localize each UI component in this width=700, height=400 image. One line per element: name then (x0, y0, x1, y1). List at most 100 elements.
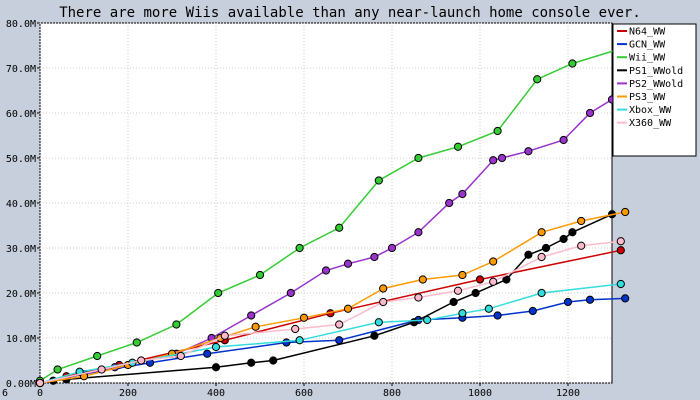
legend-entry-n64-ww: N64_WW (629, 27, 666, 38)
data-point-ps1-wwold (211, 363, 221, 372)
data-point-xbox-ww (423, 315, 432, 325)
data-point-gcn-ww (528, 306, 537, 316)
data-point-wii-ww (453, 142, 463, 151)
data-point-wii-ww (172, 320, 181, 329)
data-point-ps2-wwold (458, 189, 467, 199)
data-point-gcn-ww (335, 336, 344, 345)
x-tick-label: 0 (37, 388, 43, 399)
data-point-gcn-ww (621, 294, 630, 303)
legend-entry-xbox-ww: Xbox_WW (629, 105, 672, 116)
data-point-xbox-ww (295, 336, 304, 345)
data-point-wii-ww (295, 243, 304, 253)
data-point-ps1-wwold (247, 358, 256, 367)
data-point-ps2-wwold (247, 311, 256, 320)
data-point-ps2-wwold (286, 288, 295, 298)
data-point-x360-ww (291, 324, 300, 334)
data-point-x360-ww (616, 237, 625, 246)
data-point-ps2-wwold (489, 156, 498, 165)
legend-entry-ps3-ww: PS3_WW (629, 92, 666, 103)
data-point-ps2-wwold (343, 259, 353, 268)
series-line-ps1-wwold (39, 213, 613, 384)
data-point-ps1-wwold (559, 234, 568, 244)
data-point-ps2-wwold (414, 228, 423, 237)
x-tick-label: 200 (119, 388, 137, 399)
data-point-wii-ww (533, 75, 542, 84)
data-point-x360-ww (577, 241, 586, 250)
legend-entry-wii-ww: Wii_WW (629, 53, 666, 64)
data-point-wii-ww (132, 338, 141, 347)
x-tick-label: 600 (295, 388, 313, 399)
data-point-ps3-ww (343, 304, 353, 313)
chart-title: There are more Wiis available than any n… (59, 5, 641, 21)
data-point-wii-ww (374, 176, 383, 185)
data-point-n64-ww (475, 275, 485, 284)
series-line-x360-ww (39, 240, 621, 384)
series-x360-ww (35, 237, 625, 388)
data-point-wii-ww (214, 288, 223, 298)
data-point-gcn-ww (563, 297, 573, 307)
x-tick-label: 1000 (468, 388, 492, 399)
data-point-x360-ww (176, 351, 185, 361)
data-point-ps1-wwold (568, 228, 577, 237)
legend-entry-gcn-ww: GCN_WW (629, 40, 666, 51)
data-point-xbox-ww (458, 309, 467, 318)
data-point-x360-ww (335, 320, 344, 329)
y-tick-label: 30.0M (6, 244, 36, 255)
data-point-xbox-ww (484, 304, 493, 313)
data-point-gcn-ww (585, 295, 595, 304)
corner-label: 6 (2, 388, 8, 399)
legend-entry-x360-ww: X360_WW (629, 118, 672, 129)
data-point-ps1-wwold (449, 297, 458, 307)
data-point-n64-ww (616, 246, 625, 255)
data-point-wii-ww (414, 153, 423, 163)
data-point-ps3-ww (489, 257, 498, 266)
data-point-ps2-wwold (370, 252, 379, 262)
legend-entry-ps1-wwold: PS1_WWold (629, 66, 683, 77)
data-point-ps1-wwold (269, 356, 278, 365)
data-point-x360-ww (379, 297, 388, 307)
data-point-ps3-ww (577, 216, 586, 226)
data-point-x360-ww (137, 356, 146, 365)
data-point-xbox-ww (616, 279, 625, 289)
data-point-ps1-wwold (471, 288, 480, 298)
data-point-ps3-ww (299, 313, 309, 322)
data-point-x360-ww (453, 286, 463, 295)
y-tick-label: 10.0M (6, 334, 36, 345)
y-tick-label: 70.0M (6, 64, 36, 75)
data-point-ps3-ww (537, 228, 546, 237)
data-point-xbox-ww (537, 288, 546, 298)
data-point-wii-ww (53, 365, 62, 374)
data-point-x360-ww (220, 331, 229, 340)
data-point-ps2-wwold (321, 266, 331, 275)
legend-entry-ps2-wwold: PS2_WWold (629, 79, 683, 90)
data-point-ps2-wwold (387, 243, 397, 253)
y-tick-label: 50.0M (6, 154, 36, 165)
data-point-ps1-wwold (541, 243, 551, 253)
data-point-ps3-ww (251, 322, 260, 331)
data-point-ps1-wwold (370, 331, 379, 340)
y-tick-label: 0.00M (6, 379, 36, 390)
data-point-ps2-wwold (585, 108, 595, 118)
plot-area: 0.00M 10.0M 20.0M 30.0M 40.0M 50.0M 60.0M 70.0M… (6, 19, 630, 399)
data-point-ps1-wwold (502, 275, 511, 284)
x-tick-label: 1200 (556, 388, 580, 399)
data-point-x360-ww (537, 252, 546, 262)
data-point-x360-ww (414, 293, 423, 302)
data-point-ps3-ww (621, 207, 630, 217)
data-point-ps2-wwold (445, 198, 454, 208)
data-point-wii-ww (493, 126, 502, 136)
legend: N64_WW GCN_WW Wii_WW PS1_WWold PS2_WWold PS3_… (612, 23, 697, 157)
data-point-wii-ww (335, 223, 344, 232)
series-line-wii-ww (39, 49, 617, 382)
y-tick-label: 40.0M (6, 199, 36, 210)
data-point-xbox-ww (374, 318, 383, 327)
y-tick-label: 20.0M (6, 289, 36, 300)
data-point-ps2-wwold (497, 153, 507, 163)
data-point-ps2-wwold (524, 147, 533, 156)
data-point-ps3-ww (379, 284, 388, 293)
legend-box (612, 23, 697, 157)
data-point-x360-ww (489, 277, 498, 286)
data-point-ps2-wwold (559, 135, 568, 145)
